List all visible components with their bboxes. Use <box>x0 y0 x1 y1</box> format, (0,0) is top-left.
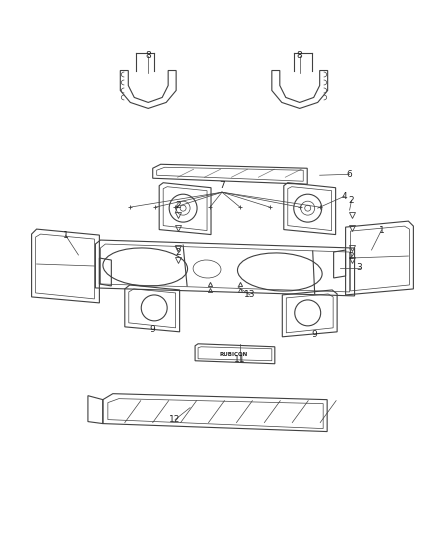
Text: 3: 3 <box>357 263 362 272</box>
Text: 1: 1 <box>378 225 385 235</box>
Text: RUBICON: RUBICON <box>220 352 248 357</box>
Text: 2: 2 <box>175 200 181 209</box>
Text: 11: 11 <box>234 356 246 364</box>
Text: 4: 4 <box>342 192 347 201</box>
Text: 2: 2 <box>349 252 354 261</box>
Text: 8: 8 <box>297 51 303 60</box>
Text: 13: 13 <box>244 290 256 300</box>
Text: 6: 6 <box>347 169 353 179</box>
Text: 8: 8 <box>145 51 151 60</box>
Text: 2: 2 <box>349 196 354 205</box>
Text: 12: 12 <box>170 415 181 424</box>
Text: 1: 1 <box>63 231 68 239</box>
Text: 9: 9 <box>149 325 155 334</box>
Text: 9: 9 <box>312 330 318 340</box>
Text: 2: 2 <box>175 247 181 256</box>
Text: 7: 7 <box>219 181 225 190</box>
